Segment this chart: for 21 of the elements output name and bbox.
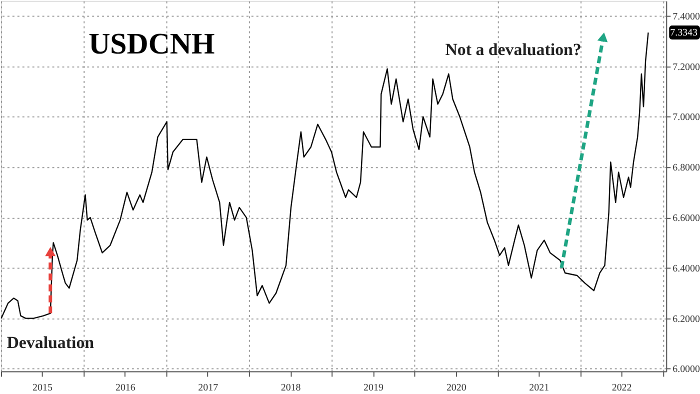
y-tick-label: 6.2000 bbox=[672, 314, 700, 325]
y-tick-label: 6.6000 bbox=[672, 213, 700, 224]
y-tick-label: 6.4000 bbox=[672, 263, 700, 274]
x-tick-label: 2015 bbox=[32, 382, 52, 394]
y-tick-label: 6.8000 bbox=[672, 162, 700, 174]
x-tick-label: 2016 bbox=[115, 382, 136, 394]
y-tick-label: 7.2000 bbox=[672, 62, 700, 73]
x-tick-label: 2022 bbox=[612, 382, 632, 394]
y-tick-label: 7.0000 bbox=[672, 112, 700, 124]
x-tick-label: 2018 bbox=[280, 382, 301, 394]
line-series bbox=[0, 32, 649, 319]
annotation: Devaluation bbox=[6, 333, 95, 352]
x-tick-label: 2020 bbox=[446, 382, 466, 394]
x-tick-label: 2019 bbox=[364, 382, 384, 394]
y-tick-label: 6.0000 bbox=[672, 364, 700, 376]
annotation: 7.3343 bbox=[670, 28, 698, 38]
x-tick-label: 2017 bbox=[198, 382, 218, 394]
y-tick-label: 7.4000 bbox=[672, 11, 700, 22]
text: USDCNH bbox=[88, 28, 215, 61]
x-tick-label: 2021 bbox=[529, 382, 550, 394]
annotation: Not a devaluation? bbox=[445, 40, 582, 59]
